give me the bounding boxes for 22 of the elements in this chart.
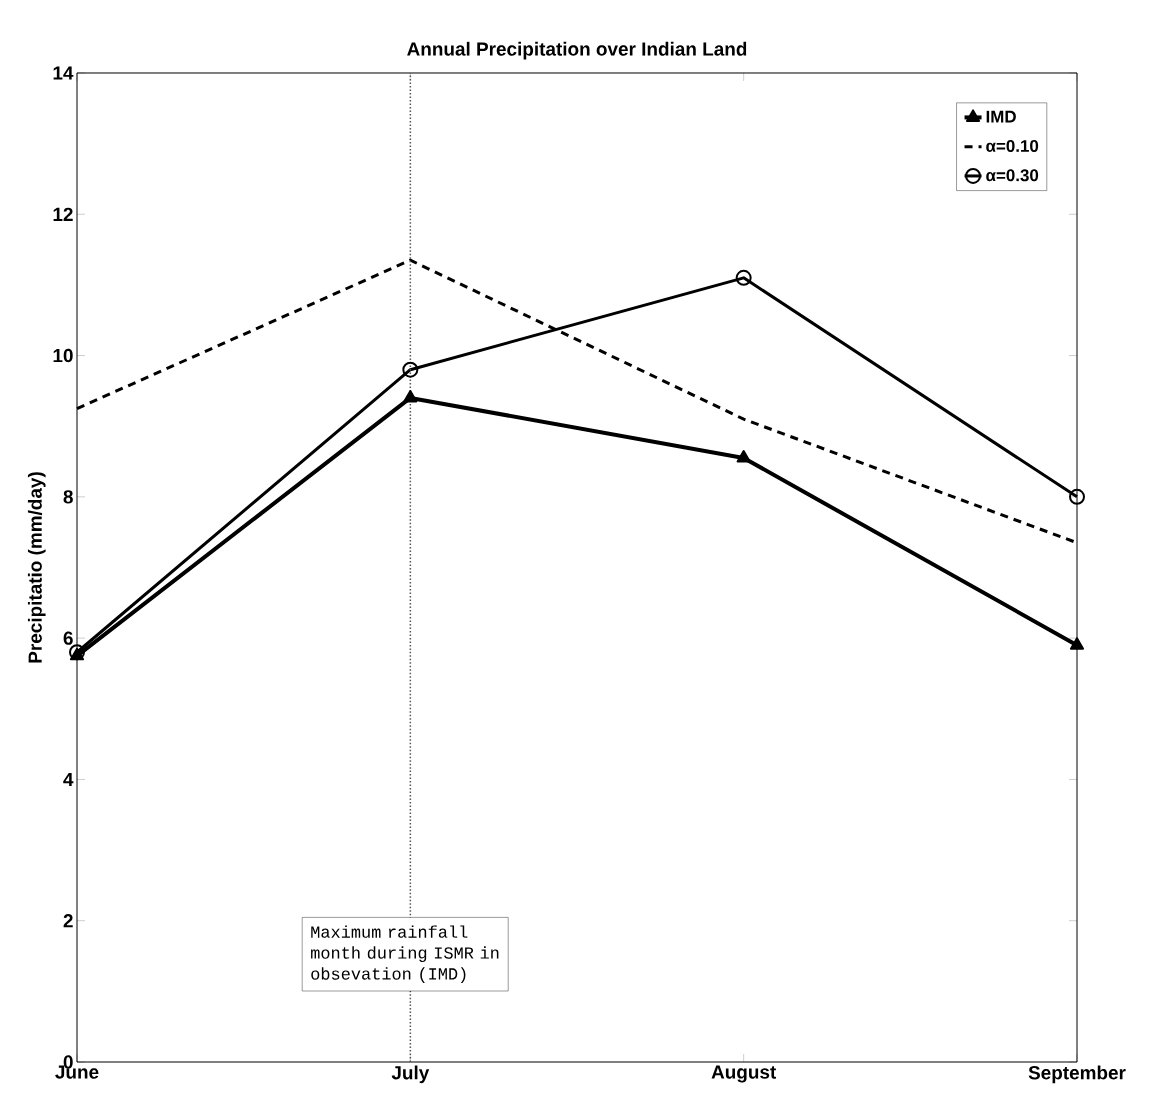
y-tick-label: 6 <box>63 631 73 645</box>
y-tick-label: 4 <box>63 772 74 786</box>
point <box>403 389 418 403</box>
point <box>736 450 751 463</box>
y-tick-label: 8 <box>63 490 73 504</box>
y-axis-title: Precipitatio (mm/day) <box>27 472 46 663</box>
legend-label: IMD <box>986 110 1016 123</box>
y-tick-label: 2 <box>63 914 73 928</box>
point <box>1069 488 1085 505</box>
x-tick-label: July <box>391 1065 430 1084</box>
legend-label: α=0.10 <box>986 139 1039 152</box>
y-tick-label: 10 <box>53 348 73 363</box>
legend-label: α=0.30 <box>986 169 1039 182</box>
x-tick-label: September <box>1028 1065 1126 1084</box>
point <box>735 269 752 286</box>
point <box>402 361 419 378</box>
point <box>1069 637 1085 650</box>
x-tick-label: August <box>711 1065 777 1083</box>
annotation: Maximum rainfall month during ISMR in obsevation (IMD) <box>311 925 499 984</box>
y-tick-label: 14 <box>53 66 74 80</box>
y-tick-label: 12 <box>53 207 73 221</box>
chart-title: Annual Precipitation over Indian Land <box>407 41 747 60</box>
